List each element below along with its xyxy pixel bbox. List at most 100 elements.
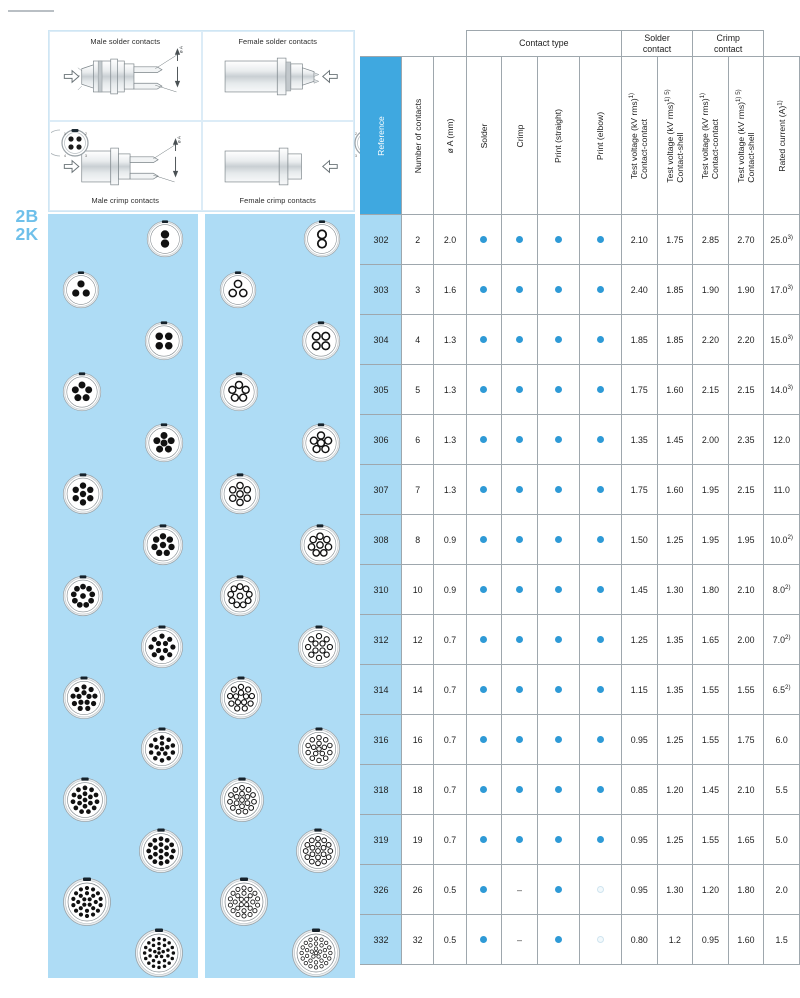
column-header-solder-contact-shell: Test voltage (kV rms)1) 5) Contact-shell	[656, 56, 694, 215]
group-header-crimp-line2: contact	[714, 43, 743, 54]
male-connector-face-5	[62, 372, 102, 412]
cell-crimp-cc: 1.45	[692, 764, 729, 815]
cell-print-straight	[536, 364, 580, 415]
table-row: 318 18 0.7 0.85 1.20 1.45 2.10 5.5	[360, 764, 800, 815]
table-row: 304 4 1.3 1.85 1.85 2.20 2.20 15.03)	[360, 314, 800, 365]
mark-filled-dot	[554, 685, 562, 693]
male-contact-arrangement-326	[48, 876, 198, 927]
mark-filled-dot	[554, 335, 562, 343]
group-blank-contacts	[401, 30, 434, 57]
mark-filled-dot	[554, 435, 562, 443]
male-connector-face-12	[140, 625, 184, 668]
female-contact-arrangement-314	[205, 672, 355, 723]
male-contact-arrangement-316	[48, 723, 198, 774]
mark-filled-dot	[554, 485, 562, 493]
mark-filled-dot	[554, 585, 562, 593]
cell-solder	[465, 414, 503, 465]
mark-filled-dot	[480, 935, 488, 943]
cell-solder-cc: 2.40	[620, 264, 658, 315]
table-row: 303 3 1.6 2.40 1.85 1.90 1.90 17.03)	[360, 264, 800, 315]
svg-text:4: 4	[64, 154, 66, 158]
specification-table-wrap: Contact type Solder contact Crimp contac…	[360, 30, 800, 978]
mark-filled-dot	[480, 485, 488, 493]
mark-filled-dot	[554, 235, 562, 243]
cell-number-of-contacts: 12	[400, 614, 435, 665]
mark-filled-dot	[554, 935, 562, 943]
cell-solder	[465, 264, 503, 315]
column-header-reference: Reference	[360, 56, 402, 215]
mark-filled-dot	[516, 485, 524, 493]
cell-reference: 306	[360, 414, 402, 465]
cell-reference: 308	[360, 514, 402, 565]
cell-solder-cs: 1.60	[656, 364, 694, 415]
cell-solder-cc: 0.95	[620, 714, 658, 765]
cell-crimp-cc: 1.80	[692, 564, 729, 615]
cell-crimp-cc: 0.95	[692, 914, 729, 965]
column-header-print-straight: Print (straight)	[536, 56, 580, 215]
group-header-solder-contact: Solder contact	[620, 30, 694, 57]
cell-solder	[465, 914, 503, 965]
female-contact-arrangement-302	[205, 214, 355, 265]
svg-text:2: 2	[85, 132, 87, 136]
female-contact-arrangement-304	[205, 316, 355, 367]
male-crimp-drawing: ø A	[63, 135, 182, 186]
female-connector-face-5	[219, 372, 259, 412]
mark-filled-dot	[596, 585, 604, 593]
female-crimp-drawing	[224, 147, 338, 186]
cell-print-straight	[536, 614, 580, 665]
mark-filled-dot	[516, 685, 524, 693]
female-contact-arrangement-310	[205, 571, 355, 622]
male-face-view: 1 2 4 3	[44, 126, 95, 160]
cell-crimp-cs: 2.10	[727, 564, 765, 615]
mark-filled-dot	[480, 785, 488, 793]
cell-solder-cs: 1.85	[656, 314, 694, 365]
cell-print-elbow	[578, 564, 622, 615]
cell-print-straight	[536, 664, 580, 715]
cell-crimp	[501, 714, 538, 765]
male-connector-face-16	[140, 727, 184, 770]
cell-diameter-a: 0.7	[433, 714, 467, 765]
cell-rated-current: 7.02)	[763, 614, 800, 665]
cell-solder-cc: 0.85	[620, 764, 658, 815]
svg-text:3: 3	[85, 154, 87, 158]
mark-filled-dot	[516, 285, 524, 293]
cell-diameter-a: 0.9	[433, 564, 467, 615]
cell-print-elbow	[578, 914, 622, 965]
mark-filled-dot	[554, 835, 562, 843]
female-connector-face-7	[219, 473, 261, 515]
mark-dash: –	[517, 934, 523, 945]
cell-crimp-cs: 2.70	[727, 214, 765, 265]
cell-number-of-contacts: 10	[400, 564, 435, 615]
mark-filled-dot	[554, 535, 562, 543]
mark-filled-dot	[480, 535, 488, 543]
cell-crimp-cc: 2.00	[692, 414, 729, 465]
cell-solder	[465, 564, 503, 615]
cell-print-straight	[536, 414, 580, 465]
svg-text:3: 3	[355, 154, 357, 158]
cell-print-straight	[536, 564, 580, 615]
cell-crimp-cc: 1.55	[692, 814, 729, 865]
column-header-diameter-a: ø A (mm)	[433, 56, 467, 215]
cell-rated-current: 8.02)	[763, 564, 800, 615]
cell-diameter-a: 1.3	[433, 364, 467, 415]
group-blank-rated-current	[763, 30, 800, 57]
cell-rated-current: 10.02)	[763, 514, 800, 565]
svg-text:ø A: ø A	[176, 135, 182, 143]
cell-solder-cc: 1.75	[620, 364, 658, 415]
cell-print-elbow	[578, 814, 622, 865]
mark-filled-dot	[516, 435, 524, 443]
cell-solder-cs: 1.75	[656, 214, 694, 265]
mark-filled-dot	[516, 385, 524, 393]
cell-number-of-contacts: 18	[400, 764, 435, 815]
mark-filled-dot	[596, 735, 604, 743]
cell-reference: 326	[360, 864, 402, 915]
mark-filled-dot	[480, 835, 488, 843]
cell-print-straight	[536, 214, 580, 265]
cell-solder	[465, 514, 503, 565]
table-row: 307 7 1.3 1.75 1.60 1.95 2.15 11.0	[360, 464, 800, 515]
cell-crimp-cs: 2.15	[727, 364, 765, 415]
female-contact-arrangement-307	[205, 469, 355, 520]
male-connector-face-8	[142, 524, 184, 566]
male-solder-drawing: ø A	[63, 45, 184, 95]
cell-solder-cs: 1.25	[656, 514, 694, 565]
